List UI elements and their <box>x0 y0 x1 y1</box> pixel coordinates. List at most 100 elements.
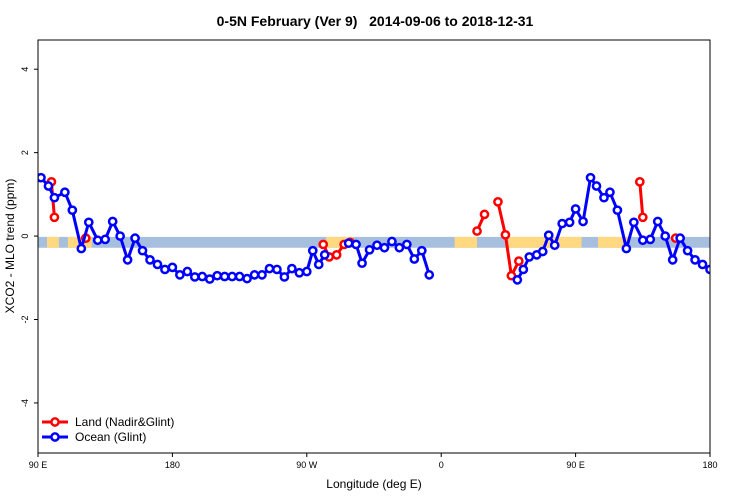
data-point <box>557 218 568 229</box>
plot-area <box>37 39 721 454</box>
data-point <box>197 271 208 282</box>
data-point <box>287 263 297 274</box>
data-point <box>479 209 490 220</box>
data-point <box>137 245 148 256</box>
legend: Land (Nadir&Glint)Ocean (Glint) <box>42 415 174 444</box>
data-point <box>667 254 678 265</box>
data-point <box>578 216 588 227</box>
data-point <box>705 264 710 275</box>
data-point <box>60 187 70 198</box>
legend-entry-label: Land (Nadir&Glint) <box>75 415 174 429</box>
data-point <box>175 270 185 280</box>
data-point <box>319 249 330 260</box>
y-tick-label: -2 <box>20 315 30 323</box>
series-line <box>516 176 710 281</box>
data-point <box>49 192 60 203</box>
y-tick-label: -4 <box>20 399 30 407</box>
data-point <box>690 254 700 265</box>
data-point <box>387 236 397 247</box>
series-layer <box>38 172 721 285</box>
legend-marker <box>50 432 60 442</box>
data-point <box>675 233 685 244</box>
data-point <box>294 267 305 278</box>
land-mask-segment <box>326 236 354 248</box>
data-point <box>331 249 342 260</box>
data-point <box>599 192 609 203</box>
data-point <box>234 271 245 282</box>
data-point <box>697 259 708 270</box>
data-point <box>402 239 412 250</box>
land-mask-segment <box>598 236 630 248</box>
series-line <box>638 181 645 218</box>
series <box>38 172 721 285</box>
data-point <box>682 245 693 256</box>
data-point <box>549 240 560 251</box>
data-point <box>357 258 367 269</box>
legend-marker <box>50 417 60 427</box>
y-tick-label: 4 <box>20 67 30 72</box>
data-point <box>301 266 312 277</box>
data-point <box>472 226 482 236</box>
data-point <box>570 204 581 214</box>
y-axis-label: XCO2 - MLO trend (ppm) <box>3 179 17 314</box>
x-tick-label: 90 E <box>566 460 585 470</box>
data-point <box>364 244 375 255</box>
data-point <box>637 212 648 223</box>
x-tick-label: 90 W <box>296 460 318 470</box>
data-point <box>512 275 523 285</box>
series-line <box>496 201 521 278</box>
data-point <box>500 229 511 240</box>
data-point <box>537 246 548 257</box>
series-line <box>39 176 326 281</box>
x-tick-label: 180 <box>165 460 180 470</box>
data-point <box>242 273 252 284</box>
data-point <box>318 239 329 250</box>
data-point <box>645 234 656 245</box>
data-point <box>122 254 133 265</box>
data-point <box>424 270 435 280</box>
data-point <box>564 217 575 228</box>
data-point <box>591 181 602 191</box>
data-point <box>628 217 639 228</box>
y-tick-label: 2 <box>20 150 30 155</box>
data-point <box>83 217 94 228</box>
data-point <box>43 181 54 191</box>
data-point <box>605 187 615 198</box>
data-point <box>612 205 623 216</box>
data-point <box>409 254 420 264</box>
data-point <box>585 172 596 183</box>
data-point <box>307 245 318 256</box>
land-mask-segment <box>46 236 59 248</box>
data-point <box>145 254 155 265</box>
data-point <box>167 262 178 273</box>
y-axis: -4 -2 0 2 4 <box>20 67 38 407</box>
data-point <box>634 176 645 187</box>
data-point <box>524 252 535 262</box>
data-point <box>130 233 140 244</box>
data-point <box>219 271 230 282</box>
data-point <box>394 242 405 253</box>
data-point <box>343 238 354 249</box>
data-point <box>257 270 267 280</box>
x-tick-label: 0 <box>439 460 444 470</box>
chart-title: 0-5N February (Ver 9) 2014-09-06 to 2018… <box>217 13 534 29</box>
plot-frame <box>37 39 711 454</box>
x-tick-label: 180 <box>702 460 717 470</box>
data-point <box>272 264 282 275</box>
data-point <box>416 245 427 256</box>
data-point <box>49 212 60 223</box>
data-point <box>92 235 103 246</box>
data-point <box>652 216 663 227</box>
data-point <box>189 272 200 282</box>
data-point <box>514 256 524 266</box>
data-point <box>67 205 78 216</box>
data-point <box>379 242 390 253</box>
data-point <box>714 264 721 271</box>
data-point <box>637 235 648 246</box>
data-point <box>212 270 223 281</box>
x-axis: 90 E 180 90 W 0 90 E 180 <box>29 453 718 470</box>
data-point <box>76 243 87 254</box>
data-point <box>160 264 170 275</box>
data-point <box>115 231 125 241</box>
